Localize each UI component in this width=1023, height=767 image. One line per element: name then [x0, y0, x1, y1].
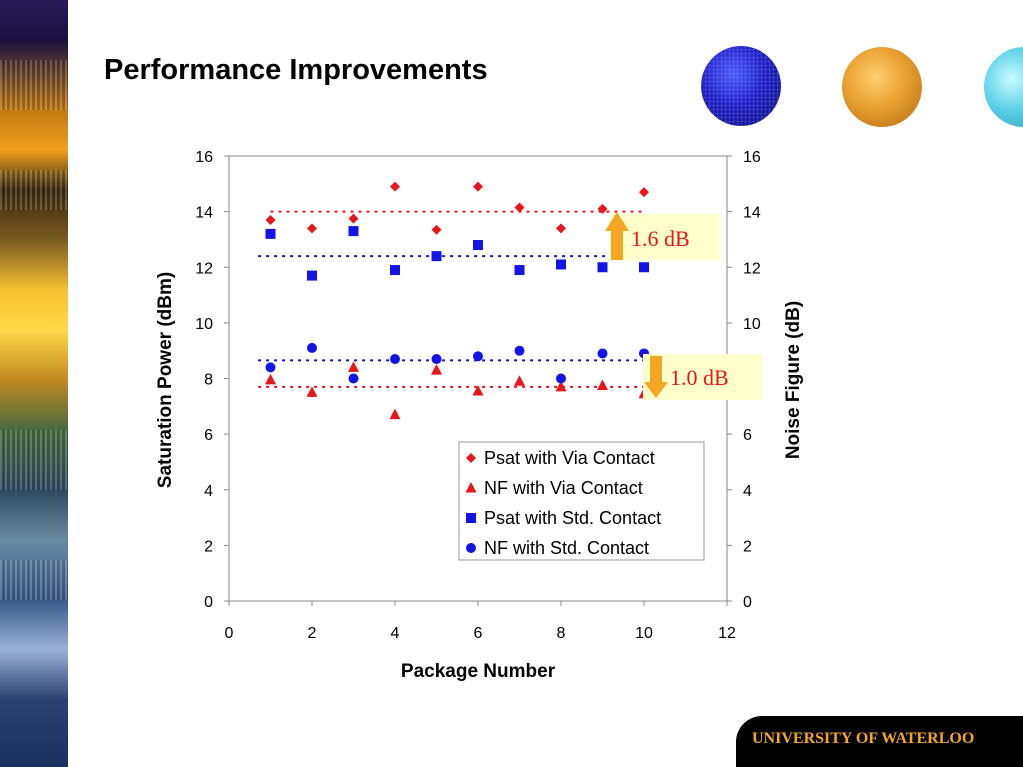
data-point-square — [473, 240, 483, 250]
data-point-diamond — [514, 202, 525, 213]
data-markers — [265, 181, 650, 420]
data-point-triangle — [389, 408, 401, 420]
y-axis-title: Saturation Power (dBm) — [155, 272, 176, 488]
x-tick-label: 0 — [225, 625, 234, 642]
y2-tick-label: 12 — [743, 260, 761, 277]
y-tick-label: 10 — [195, 316, 213, 333]
data-point-square — [265, 228, 276, 239]
data-point-diamond — [265, 214, 276, 225]
y-tick-label: 16 — [195, 149, 213, 166]
data-point-square — [514, 265, 525, 276]
data-point-diamond — [473, 181, 483, 192]
data-point-square — [307, 270, 317, 281]
data-point-circle — [348, 373, 359, 384]
data-point-diamond — [307, 223, 317, 234]
data-point-triangle — [431, 364, 442, 375]
data-point-square — [639, 262, 649, 273]
data-point-circle — [473, 351, 483, 362]
data-point-circle — [556, 373, 566, 384]
y2-tick-label: 2 — [743, 538, 752, 555]
legend-label: NF with Std. Contact — [484, 538, 649, 558]
legend-label: Psat with Std. Contact — [484, 508, 661, 528]
data-point-circle — [307, 342, 317, 353]
y-tick-label: 4 — [204, 483, 213, 500]
data-point-square — [390, 265, 400, 276]
data-point-circle — [514, 345, 525, 356]
data-point-square — [556, 259, 566, 270]
decorative-side-image — [0, 0, 68, 767]
data-point-square — [431, 251, 442, 262]
data-point-circle — [265, 362, 276, 373]
data-point-square — [348, 226, 359, 237]
data-point-triangle — [348, 361, 359, 372]
annotation-label: 1.0 dB — [670, 365, 729, 390]
y2-tick-label: 16 — [743, 149, 761, 166]
data-point-circle — [597, 348, 608, 359]
y-tick-label: 6 — [204, 427, 213, 444]
y2-tick-label: 14 — [743, 205, 761, 222]
legend-marker-circle — [466, 543, 476, 553]
data-point-diamond — [639, 187, 649, 198]
x-tick-label: 2 — [308, 625, 317, 642]
annotation-nf-improvement: 1.0 dB — [643, 354, 762, 400]
data-point-triangle — [514, 375, 525, 386]
up-arrow-icon — [605, 212, 629, 260]
y-tick-label: 8 — [204, 372, 213, 389]
chart-legend: Psat with Via Contact NF with Via Contact… — [458, 441, 705, 561]
down-arrow-icon — [644, 356, 668, 398]
data-point-diamond — [431, 224, 442, 235]
data-point-diamond — [348, 213, 359, 224]
y2-tick-label: 0 — [743, 594, 752, 611]
circuit-texture — [0, 60, 68, 110]
y-tick-label: 12 — [195, 260, 213, 277]
y2-tick-label: 6 — [743, 427, 752, 444]
y-tick-label: 2 — [204, 538, 213, 555]
footer-bar — [736, 716, 1023, 767]
data-point-triangle — [555, 380, 567, 392]
legend-label: Psat with Via Contact — [484, 448, 655, 468]
y2-tick-label: 4 — [743, 483, 752, 500]
y2-axis-title: Noise Figure (dB) — [783, 301, 804, 459]
legend-marker-diamond — [466, 453, 476, 463]
annotation-box — [643, 354, 762, 400]
x-tick-label: 12 — [718, 625, 736, 642]
legend-box — [458, 441, 705, 561]
x-tick-label: 8 — [557, 625, 566, 642]
data-point-square — [597, 262, 608, 273]
legend-marker-triangle — [465, 482, 477, 493]
data-point-diamond — [597, 203, 608, 214]
legend-label: NF with Via Contact — [484, 478, 643, 498]
data-point-diamond — [390, 181, 400, 192]
data-point-circle — [390, 354, 400, 365]
gold-sphere-decoration — [842, 47, 922, 127]
x-axis-title: Package Number — [401, 661, 556, 682]
data-point-triangle — [265, 373, 276, 385]
page-title: Performance Improvements — [104, 54, 488, 86]
legend-marker-square — [466, 513, 476, 523]
circuit-texture — [0, 170, 68, 210]
data-point-circle — [431, 354, 442, 365]
footer-university-name: UNIVERSITY OF WATERLOO — [752, 730, 975, 747]
x-tick-label: 10 — [635, 625, 653, 642]
circuit-texture — [0, 560, 68, 600]
y2-tick-label: 10 — [743, 316, 761, 333]
circuit-texture — [0, 430, 68, 490]
data-point-triangle — [472, 385, 484, 396]
blue-sphere-decoration — [701, 46, 781, 126]
data-point-triangle — [306, 386, 318, 397]
annotation-label: 1.6 dB — [631, 226, 690, 251]
data-point-diamond — [556, 223, 566, 234]
x-tick-label: 4 — [391, 625, 400, 642]
data-point-triangle — [597, 379, 608, 390]
y-tick-label: 0 — [204, 594, 213, 611]
y-tick-label: 14 — [195, 205, 213, 222]
annotation-box — [610, 214, 721, 260]
annotation-psat-gain: 1.6 dB — [605, 212, 721, 260]
x-tick-label: 6 — [474, 625, 483, 642]
reference-lines — [258, 210, 644, 388]
